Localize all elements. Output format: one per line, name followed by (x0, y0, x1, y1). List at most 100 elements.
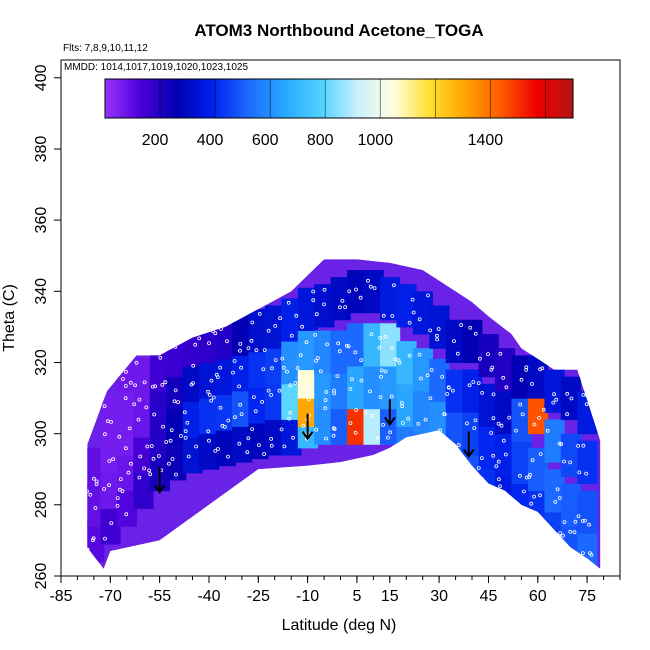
sample-point (325, 342, 329, 347)
sample-point (473, 418, 478, 423)
sample-point (287, 416, 292, 421)
colorbar-gradient (104, 78, 574, 119)
sample-point (134, 360, 139, 365)
heatmap-cell (363, 270, 384, 314)
sample-point (145, 444, 150, 449)
sample-point (465, 421, 469, 426)
sample-point (285, 369, 289, 374)
sample-point (93, 506, 98, 510)
sample-point (425, 373, 430, 378)
y-axis: 260 280 300 320 340 360 380 400 (33, 64, 61, 589)
sample-point (123, 396, 128, 401)
sample-point (581, 392, 586, 397)
heatmap-cell (380, 366, 401, 410)
sample-point (429, 368, 434, 372)
sample-point (359, 378, 364, 383)
heatmap-cell (347, 366, 368, 410)
sample-point (106, 419, 110, 424)
sample-point (340, 298, 345, 303)
sample-point (152, 412, 157, 417)
sample-point (426, 293, 431, 298)
sample-point (541, 407, 546, 412)
sample-point (107, 483, 111, 488)
sample-point (440, 374, 445, 379)
heatmap-cell (232, 383, 253, 427)
sample-point (372, 286, 377, 291)
heatmap-cell (412, 291, 433, 335)
heatmap-cell (363, 366, 384, 410)
sample-point (379, 374, 383, 379)
sample-point (573, 519, 578, 524)
sample-point (445, 392, 450, 396)
heatmap-cell (511, 398, 532, 442)
sample-point (295, 366, 300, 370)
sample-point (581, 551, 585, 555)
heatmap-cell (166, 401, 187, 445)
sample-point (172, 399, 177, 404)
sample-point (489, 431, 494, 435)
heatmap-cell (577, 490, 598, 534)
heatmap-cell (281, 298, 302, 342)
heatmap-cell (133, 430, 154, 474)
flights-note: Flts: 7,8,9,10,11,12 (63, 43, 148, 54)
heatmap-cell (166, 437, 187, 481)
sample-point (207, 341, 211, 346)
sample-point (94, 479, 99, 484)
sample-point (528, 472, 532, 477)
sample-point (491, 453, 496, 458)
sample-point (450, 388, 455, 393)
sample-point (324, 436, 328, 441)
sample-point (479, 456, 484, 461)
sample-point (396, 358, 401, 363)
sample-point (128, 380, 133, 385)
sample-point (354, 287, 358, 292)
sample-point (480, 390, 485, 395)
sample-point (191, 381, 195, 386)
heatmap-cell (264, 412, 286, 456)
arrow-marker (301, 413, 314, 441)
sample-point (273, 323, 278, 328)
sample-point (266, 328, 271, 333)
sample-point (501, 438, 506, 443)
sample-point (568, 529, 573, 534)
y-axis-label: Theta (C) (1, 284, 18, 352)
sample-point (568, 460, 573, 465)
x-tick-label: 45 (480, 588, 498, 605)
sample-point (206, 429, 211, 434)
y-tick-label: 260 (33, 563, 50, 590)
sample-point (452, 339, 456, 344)
sample-point (434, 333, 439, 338)
sample-point (257, 311, 262, 316)
heatmap-cell (100, 430, 121, 474)
heatmap-cell (560, 376, 581, 420)
sample-point (92, 476, 96, 481)
x-tick-label: -40 (197, 588, 220, 605)
sample-point (580, 519, 585, 523)
heatmap-cell (133, 358, 154, 403)
sample-point (416, 421, 421, 426)
sample-point (468, 325, 473, 330)
sample-point (332, 427, 337, 432)
sample-point (280, 356, 285, 361)
sample-point (237, 441, 242, 446)
sample-point (218, 365, 223, 370)
sample-point (120, 489, 125, 494)
x-tick-label: -25 (247, 588, 270, 605)
sample-point (307, 397, 311, 402)
sample-point (532, 422, 537, 427)
sample-point (226, 418, 231, 423)
sample-point (552, 392, 556, 397)
x-tick-label: -70 (99, 588, 122, 605)
sample-point (336, 341, 341, 346)
sample-point (253, 409, 258, 414)
sample-point (109, 521, 114, 525)
sample-point (407, 353, 412, 358)
sample-point (153, 384, 158, 389)
sample-point (231, 370, 235, 375)
sample-point (347, 289, 352, 294)
sample-point (391, 283, 396, 288)
x-tick-label: -55 (148, 588, 171, 605)
sample-point (428, 396, 433, 401)
sample-point (455, 351, 460, 356)
sample-point (288, 410, 293, 415)
